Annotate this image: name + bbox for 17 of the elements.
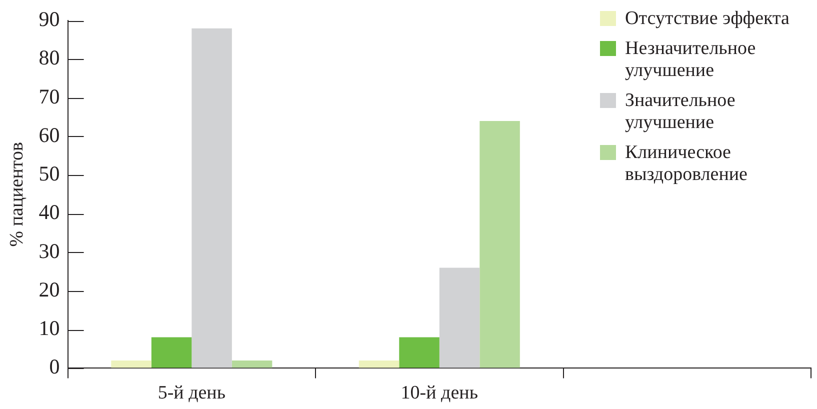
legend-label: Клиническое выздоровление [625,142,748,186]
y-tick-label: 10 [38,316,60,340]
y-tick-label: 0 [49,354,60,379]
y-tick-label: 70 [38,84,60,108]
y-axis-title: % пациентов [6,142,28,247]
y-tick-label: 60 [38,122,60,147]
legend-label: Отсутствие эффекта [625,8,790,30]
y-tick-label: 90 [38,7,60,32]
y-tick-label: 80 [38,46,60,70]
y-tick-label: 50 [38,162,60,186]
y-tick-label: 40 [38,200,60,224]
y-tick-label: 20 [38,277,60,302]
x-tick-label: 5-й день [158,382,226,404]
legend-label: Незначительное улучшение [625,38,757,82]
y-tick-label: 30 [38,238,60,263]
x-tick-label: 10-й день [400,382,478,404]
legend-label: Значительное улучшение [625,90,736,134]
